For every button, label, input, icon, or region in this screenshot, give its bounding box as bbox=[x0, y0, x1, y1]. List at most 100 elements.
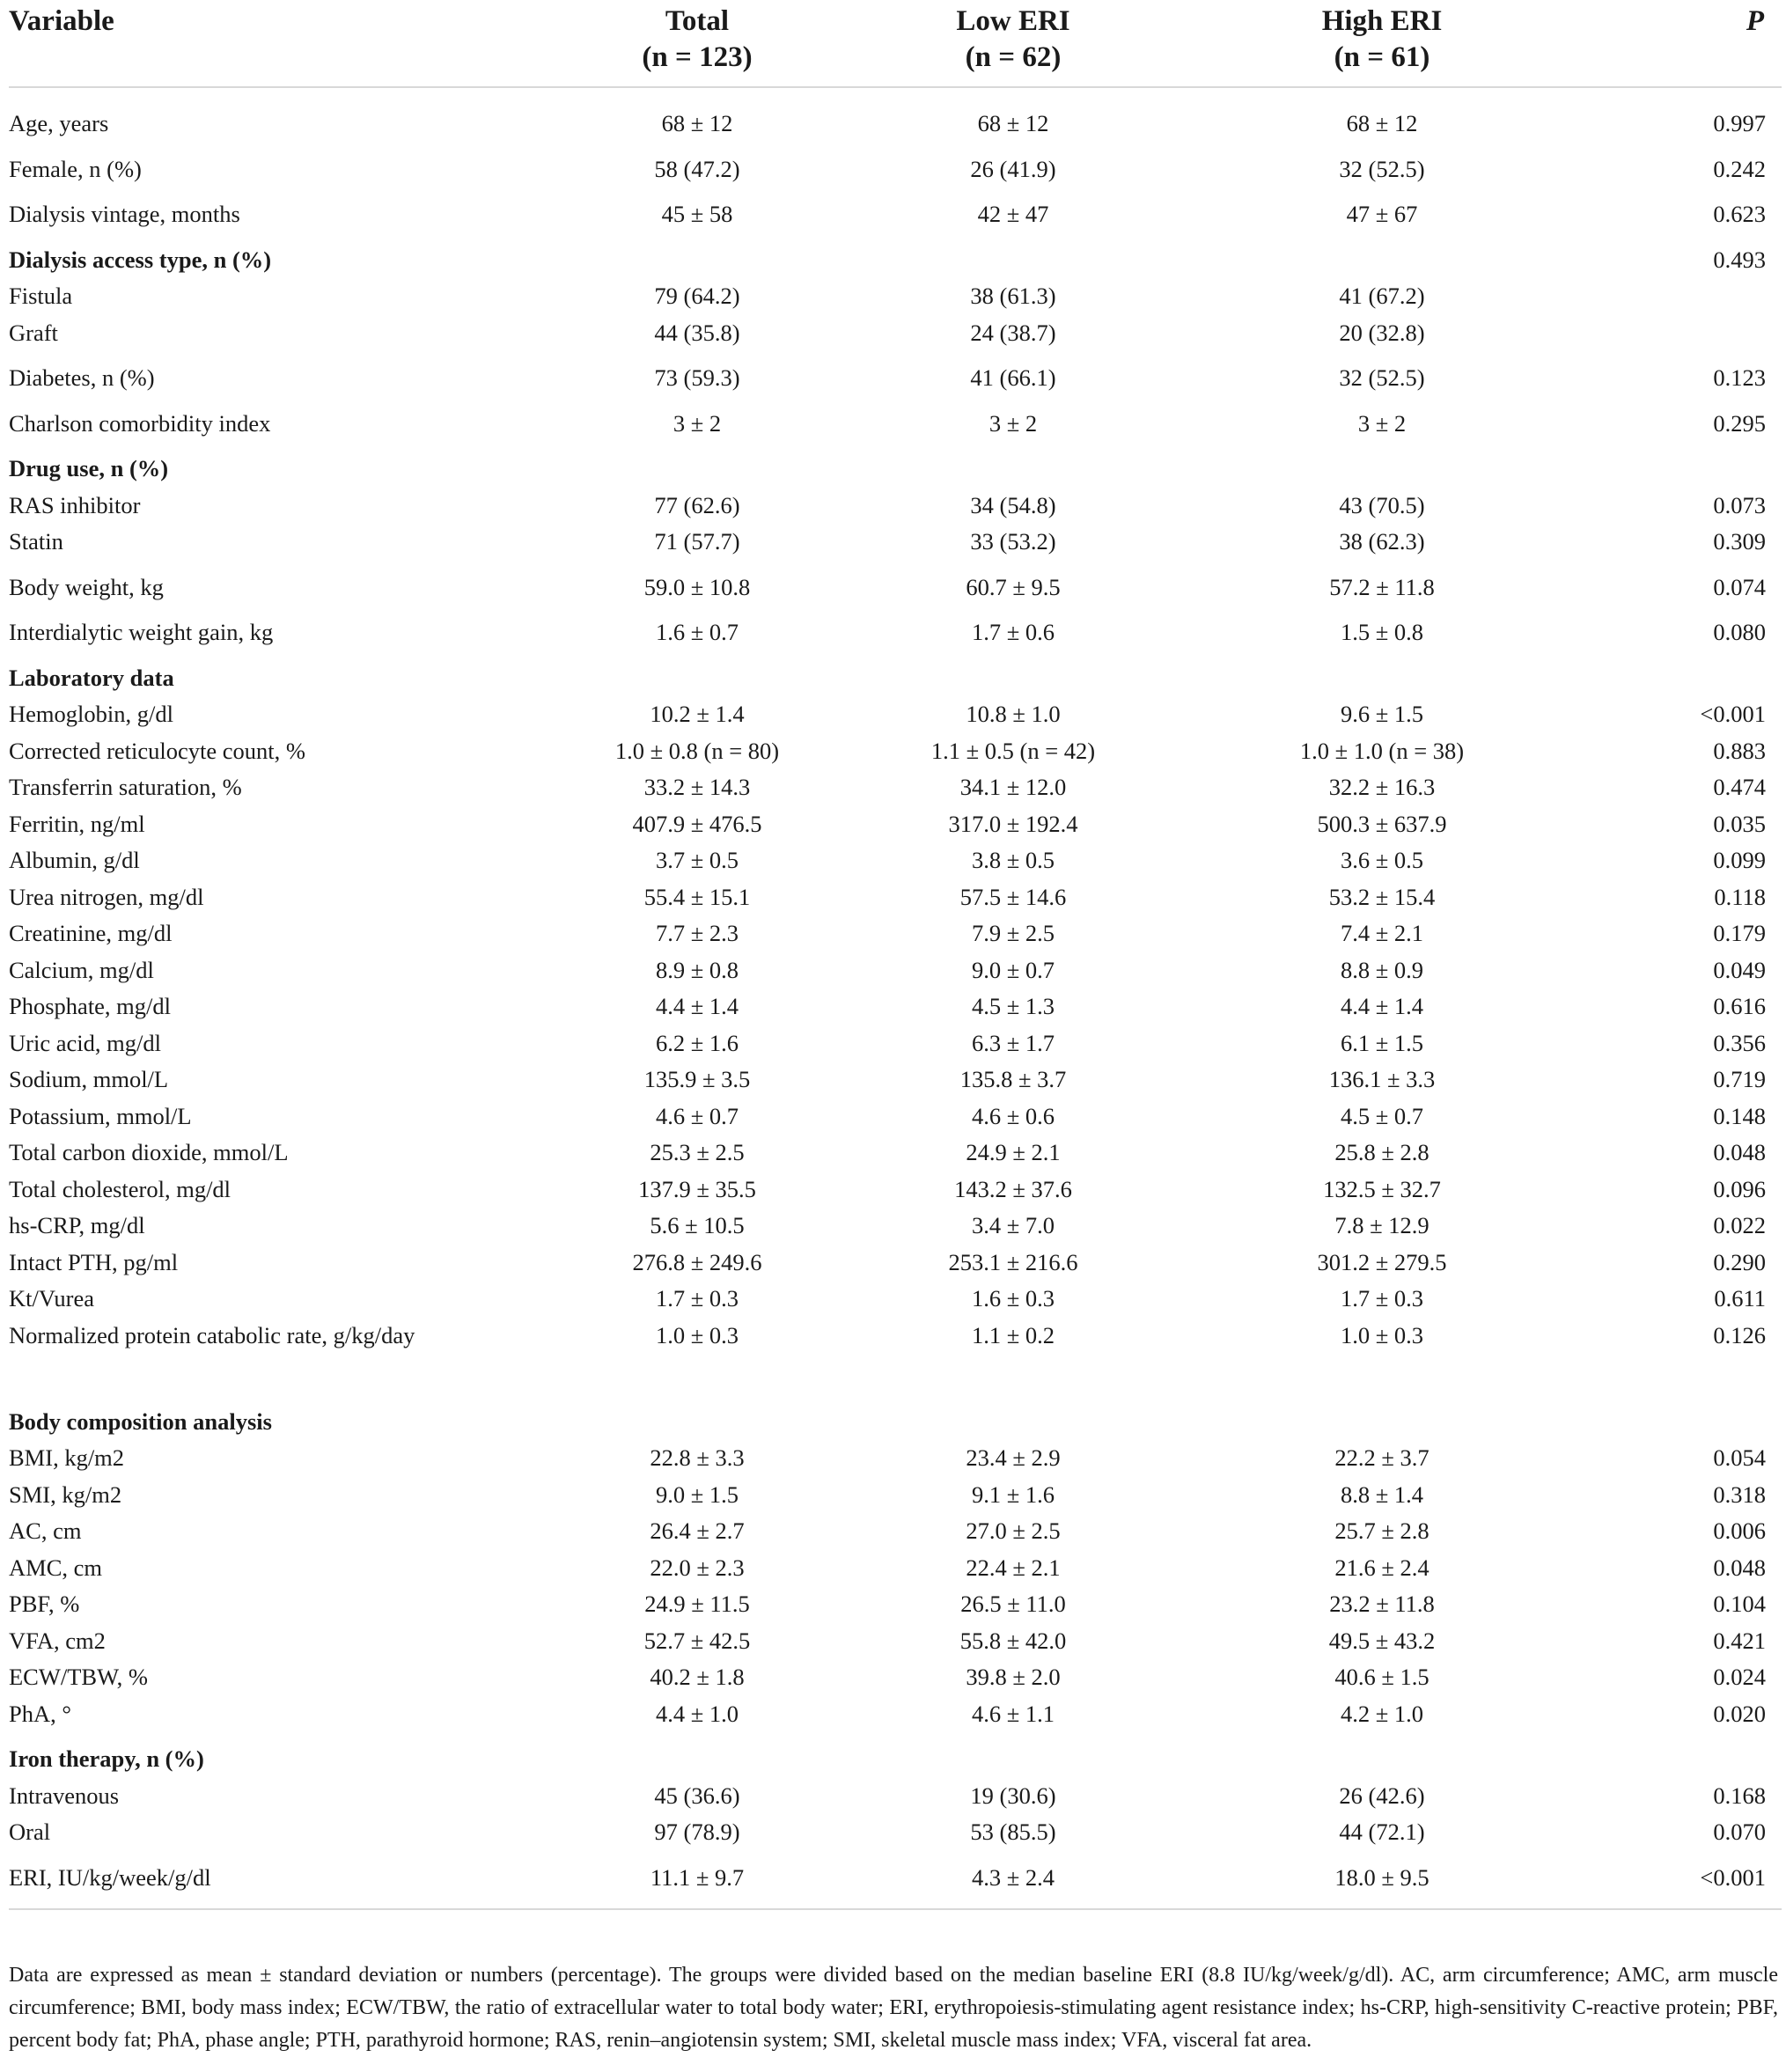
table-body: Age, years 68 ± 12 68 ± 12 68 ± 12 0.997 Fema… bbox=[9, 87, 1782, 1910]
table-row: AMC, cm 22.0 ± 2.3 22.4 ± 2.1 21.6 ± 2.4 0.0… bbox=[9, 1550, 1782, 1587]
cell-total: 26.4 ± 2.7 bbox=[650, 1517, 745, 1545]
table-row: VFA, cm2 52.7 ± 42.5 55.8 ± 42.0 49.5 ± 43.… bbox=[9, 1623, 1782, 1660]
cell-high-eri: 4.2 ± 1.0 bbox=[1340, 1700, 1424, 1727]
table-row: PBF, % 24.9 ± 11.5 26.5 ± 11.0 23.2 ± 11.8 0… bbox=[9, 1586, 1782, 1623]
row-label: Oral bbox=[9, 1819, 51, 1846]
row-label: SMI, kg/m2 bbox=[9, 1481, 122, 1508]
row-label: Creatinine, mg/dl bbox=[9, 920, 173, 947]
cell-low-eri: 143.2 ± 37.6 bbox=[954, 1175, 1072, 1202]
cell-p-value: 0.719 bbox=[1713, 1066, 1766, 1093]
table-row: PhA, ° 4.4 ± 1.0 4.6 ± 1.1 4.2 ± 1.0 0.020 bbox=[9, 1696, 1782, 1733]
row-label: PhA, ° bbox=[9, 1700, 71, 1727]
table-row: Corrected reticulocyte count, % 1.0 ± 0.8… bbox=[9, 733, 1782, 770]
cell-high-eri: 40.6 ± 1.5 bbox=[1334, 1664, 1430, 1691]
cell-high-eri: 1.0 ± 0.3 bbox=[1340, 1321, 1424, 1348]
cell-low-eri: 135.8 ± 3.7 bbox=[959, 1066, 1067, 1093]
cell-low-eri: 24 (38.7) bbox=[970, 319, 1056, 346]
cell-p-value: 0.616 bbox=[1713, 993, 1766, 1020]
cell-p-value: 0.148 bbox=[1713, 1102, 1766, 1129]
cell-total: 45 ± 58 bbox=[661, 201, 733, 228]
table-row: Body weight, kg 59.0 ± 10.8 60.7 ± 9.5 57.2… bbox=[9, 561, 1782, 606]
cell-total: 11.1 ± 9.7 bbox=[565, 1850, 829, 1910]
cell-low-eri: 38 (61.3) bbox=[970, 283, 1056, 310]
header-high-eri-n: (n = 61) bbox=[1334, 41, 1430, 73]
table-row: Albumin, g/dl 3.7 ± 0.5 3.8 ± 0.5 3.6 ± 0.5… bbox=[9, 842, 1782, 879]
row-label: Charlson comorbidity index bbox=[9, 409, 271, 437]
cell-high-eri: 8.8 ± 0.9 bbox=[1340, 956, 1424, 983]
cell-high-eri: 49.5 ± 43.2 bbox=[1328, 1627, 1436, 1654]
row-label: Ferritin, ng/ml bbox=[9, 810, 145, 837]
table-row: Dialysis vintage, months 45 ± 58 42 ± 47 47… bbox=[9, 187, 1782, 233]
cell-p-value: 0.073 bbox=[1713, 491, 1766, 518]
cell-low-eri: 26.5 ± 11.0 bbox=[960, 1591, 1066, 1618]
cell-high-eri: 41 (67.2) bbox=[1339, 283, 1425, 310]
cell-high-eri: 21.6 ± 2.4 bbox=[1334, 1554, 1430, 1581]
cell-low-eri: 23.4 ± 2.9 bbox=[966, 1444, 1061, 1472]
table-row: Age, years 68 ± 12 68 ± 12 68 ± 12 0.997 bbox=[9, 87, 1782, 143]
cell-total: 68 ± 12 bbox=[661, 110, 733, 137]
row-label: Hemoglobin, g/dl bbox=[9, 701, 173, 728]
cell-high-eri bbox=[1197, 233, 1567, 279]
cell-low-eri: 10.8 ± 1.0 bbox=[966, 701, 1061, 728]
cell-p-value: 0.054 bbox=[1713, 1444, 1766, 1472]
cell-total: 7.7 ± 2.3 bbox=[655, 920, 739, 947]
cell-high-eri: 4.4 ± 1.4 bbox=[1340, 993, 1424, 1020]
table-row: ERI, IU/kg/week/g/dl 11.1 ± 9.7 4.3 ± 2.4 1… bbox=[9, 1850, 1782, 1910]
cell-high-eri: 8.8 ± 1.4 bbox=[1340, 1481, 1424, 1508]
row-label: Uric acid, mg/dl bbox=[9, 1029, 161, 1056]
row-label: Body composition analysis bbox=[9, 1407, 272, 1435]
table-row: Hemoglobin, g/dl 10.2 ± 1.4 10.8 ± 1.0 9.6 … bbox=[9, 696, 1782, 733]
table-row: Statin 71 (57.7) 33 (53.2) 38 (62.3) 0.309 bbox=[9, 524, 1782, 561]
cell-total bbox=[565, 233, 829, 279]
cell-high-eri: 32 (52.5) bbox=[1339, 364, 1425, 392]
table-row: Diabetes, n (%) 73 (59.3) 41 (66.1) 32 (52.… bbox=[9, 351, 1782, 397]
table-row: Dialysis access type, n (%) 0.493 bbox=[9, 233, 1782, 279]
header-low-eri: Low ERI (n = 62) bbox=[829, 0, 1197, 88]
cell-high-eri: 7.8 ± 12.9 bbox=[1334, 1212, 1430, 1239]
cell-p-value: 0.096 bbox=[1713, 1175, 1766, 1202]
row-label: Drug use, n (%) bbox=[9, 455, 169, 482]
cell-p-value: 0.997 bbox=[1713, 110, 1766, 137]
cell-total: 9.0 ± 1.5 bbox=[655, 1481, 739, 1508]
table-row: Potassium, mmol/L 4.6 ± 0.7 4.6 ± 0.6 4.5 ±… bbox=[9, 1098, 1782, 1135]
table-row: Charlson comorbidity index 3 ± 2 3 ± 2 3 ± … bbox=[9, 397, 1782, 443]
cell-total bbox=[565, 1732, 829, 1778]
header-total-label: Total bbox=[665, 5, 730, 37]
row-label: Body weight, kg bbox=[9, 573, 164, 600]
cell-p-value: 0.168 bbox=[1713, 1782, 1766, 1809]
table-row: Iron therapy, n (%) bbox=[9, 1732, 1782, 1778]
table-row: Sodium, mmol/L 135.9 ± 3.5 135.8 ± 3.7 136.… bbox=[9, 1062, 1782, 1098]
cell-p-value: 0.049 bbox=[1713, 956, 1766, 983]
row-label: Intact PTH, pg/ml bbox=[9, 1248, 179, 1275]
row-label: Dialysis access type, n (%) bbox=[9, 246, 272, 273]
cell-total: 79 (64.2) bbox=[654, 283, 740, 310]
cell-high-eri bbox=[1197, 1732, 1567, 1778]
table-row: Intravenous 45 (36.6) 19 (30.6) 26 (42.6) 0.… bbox=[9, 1778, 1782, 1815]
header-high-eri-label: High ERI bbox=[1321, 5, 1443, 37]
cell-low-eri: 6.3 ± 1.7 bbox=[971, 1029, 1055, 1056]
cell-high-eri: 4.5 ± 0.7 bbox=[1340, 1102, 1424, 1129]
cell-total: 22.0 ± 2.3 bbox=[650, 1554, 745, 1581]
cell-high-eri: 43 (70.5) bbox=[1339, 491, 1425, 518]
cell-low-eri: 27.0 ± 2.5 bbox=[966, 1517, 1061, 1545]
row-label: Diabetes, n (%) bbox=[9, 364, 155, 392]
cell-total bbox=[565, 651, 829, 697]
row-label: AMC, cm bbox=[9, 1554, 102, 1581]
header-low-eri-label: Low ERI bbox=[956, 5, 1070, 37]
cell-total: 4.6 ± 0.7 bbox=[655, 1102, 739, 1129]
cell-total: 25.3 ± 2.5 bbox=[650, 1139, 745, 1166]
table-row: Transferrin saturation, % 33.2 ± 14.3 34.1… bbox=[9, 769, 1782, 806]
cell-p-value: 0.048 bbox=[1713, 1554, 1766, 1581]
cell-low-eri: 3.4 ± 7.0 bbox=[971, 1212, 1055, 1239]
cell-low-eri: 7.9 ± 2.5 bbox=[971, 920, 1055, 947]
cell-total: 8.9 ± 0.8 bbox=[655, 956, 739, 983]
table-row: Kt/Vurea 1.7 ± 0.3 1.6 ± 0.3 1.7 ± 0.3 0.611 bbox=[9, 1281, 1782, 1318]
cell-p-value: 0.022 bbox=[1713, 1212, 1766, 1239]
row-label: Corrected reticulocyte count, % bbox=[9, 737, 305, 764]
cell-p-value bbox=[1567, 651, 1782, 697]
cell-low-eri: 253.1 ± 216.6 bbox=[948, 1248, 1078, 1275]
cell-low-eri: 3.8 ± 0.5 bbox=[971, 847, 1055, 874]
cell-total: 5.6 ± 10.5 bbox=[650, 1212, 745, 1239]
cell-total: 58 (47.2) bbox=[654, 155, 740, 182]
table-row: ECW/TBW, % 40.2 ± 1.8 39.8 ± 2.0 40.6 ± 1.5… bbox=[9, 1659, 1782, 1696]
